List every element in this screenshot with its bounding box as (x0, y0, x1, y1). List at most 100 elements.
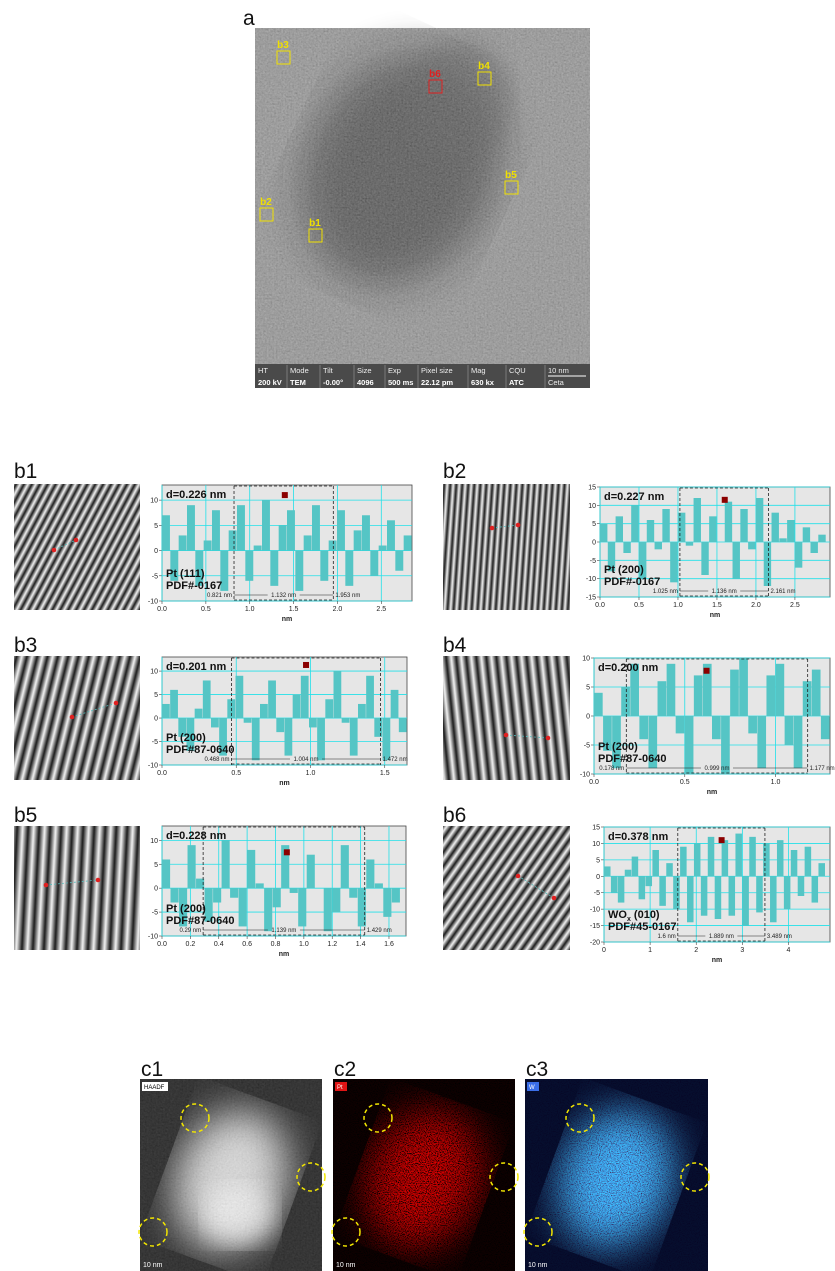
bar (740, 509, 747, 542)
pt-map (332, 1079, 518, 1271)
bar (204, 540, 212, 550)
bar (349, 888, 357, 898)
phase-part: WO (608, 909, 627, 921)
measure-label: 0.468 nm (204, 757, 229, 763)
bar (821, 716, 830, 739)
x-tick-label: 1.0 (771, 779, 781, 786)
phase: Pt (111) (166, 568, 205, 580)
x-tick-label: 2 (694, 947, 698, 954)
bar (179, 535, 187, 550)
bar (639, 716, 648, 739)
badge-label: W (529, 1085, 535, 1091)
info-header: Size (357, 366, 372, 375)
info-header: Exp (388, 366, 401, 375)
info-value: 630 kx (471, 378, 495, 387)
span-label: 1.004 nm (294, 757, 319, 763)
tem-image (255, 21, 590, 388)
bar (245, 551, 253, 581)
bar (680, 847, 687, 877)
fringe-image (14, 484, 140, 610)
bar (252, 718, 260, 760)
info-value: 500 ms (388, 378, 413, 387)
profile-point (504, 733, 509, 738)
profile-point (70, 715, 75, 720)
bar (670, 542, 677, 582)
pdf: PDF#-0167 (604, 576, 660, 588)
bar (334, 671, 342, 718)
bar (687, 876, 694, 922)
y-tick-label: -10 (148, 763, 158, 770)
x-tick-label: 1.0 (306, 770, 316, 777)
bar (709, 516, 716, 542)
bar (647, 520, 654, 542)
bar (383, 718, 391, 760)
highlight-point (284, 849, 290, 855)
info-header: Mode (290, 366, 309, 375)
x-tick-label: 2.0 (751, 602, 761, 609)
y-tick-label: 10 (588, 503, 596, 510)
bar (383, 888, 391, 917)
bar (317, 718, 325, 760)
x-tick-label: 1.0 (673, 602, 683, 609)
bar (285, 718, 293, 756)
pdf: PDF#87-0640 (598, 753, 667, 765)
bar (345, 551, 353, 586)
x-tick-label: 3 (740, 947, 744, 954)
profile-point (74, 538, 79, 543)
bar (387, 520, 395, 550)
bar (729, 876, 736, 915)
bar (325, 699, 333, 718)
phase: Pt (200) (604, 564, 644, 576)
bar (342, 718, 350, 723)
span-label: 1.889 nm (709, 934, 734, 940)
bar (725, 502, 732, 542)
bar (370, 551, 378, 576)
bar (766, 675, 775, 716)
bar (805, 847, 812, 877)
bar (239, 888, 247, 926)
bar (604, 866, 611, 876)
bar (312, 505, 320, 550)
bar (350, 718, 358, 756)
scale-label: 10 nm (143, 1262, 163, 1269)
bar (694, 498, 701, 542)
y-tick-label: -5 (152, 573, 158, 580)
x-tick-label: 1.6 (384, 941, 394, 948)
x-axis-label: nm (707, 789, 718, 796)
bar (777, 840, 784, 876)
panel-label: b3 (14, 634, 37, 657)
x-tick-label: 1.0 (245, 606, 255, 613)
bar (811, 542, 818, 553)
d-spacing: d=0.228 nm (166, 830, 226, 842)
bar (230, 888, 238, 898)
bar (391, 690, 399, 718)
highlight-point (704, 668, 710, 674)
badge-label: HAADF (144, 1085, 165, 1091)
y-tick-label: 0 (592, 540, 596, 547)
panel-label: b2 (443, 460, 466, 483)
info-value: 22.12 pm (421, 378, 453, 387)
bar (733, 542, 740, 579)
span-label: 1.136 nm (712, 589, 737, 595)
y-tick-label: -10 (586, 576, 596, 583)
bar (812, 670, 821, 716)
bar (631, 505, 638, 542)
fringe-image (14, 826, 140, 950)
d-spacing: d=0.200 nm (598, 662, 658, 674)
bar (730, 670, 739, 716)
x-tick-label: 1.5 (289, 606, 299, 613)
x-tick-label: 4 (787, 947, 791, 954)
bar (594, 693, 603, 716)
x-tick-label: 0.0 (157, 770, 167, 777)
x-tick-label: 1 (648, 947, 652, 954)
measure-label: 0.821 nm (207, 593, 232, 599)
region-label: b4 (478, 61, 490, 72)
bar (222, 840, 230, 888)
y-tick-label: -5 (590, 558, 596, 565)
bar (621, 687, 630, 716)
fringe-image (443, 656, 570, 780)
profile-point (44, 883, 49, 888)
x-tick-label: 0.2 (186, 941, 196, 948)
badge-label: Pt (337, 1085, 343, 1091)
x-tick-label: 0.0 (157, 941, 167, 948)
